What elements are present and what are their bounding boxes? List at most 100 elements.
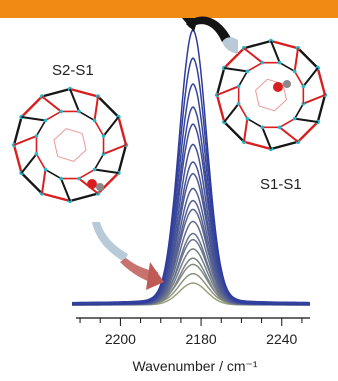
cage-back-edge bbox=[274, 99, 287, 112]
cage-back-edge bbox=[282, 83, 287, 100]
cage-edge bbox=[316, 67, 327, 96]
cage-back-edge bbox=[53, 139, 59, 157]
cage-spoke bbox=[302, 94, 326, 105]
cage-atom bbox=[43, 167, 48, 172]
x-axis-title: Wavenumber / cm⁻¹ bbox=[132, 358, 257, 374]
cage-spoke bbox=[103, 144, 127, 155]
cage-edge bbox=[20, 95, 43, 118]
cage-inner-edge bbox=[35, 153, 47, 170]
cage-inner-edge bbox=[93, 120, 105, 137]
cage-atom bbox=[34, 134, 39, 138]
top-accent-bar bbox=[0, 0, 338, 18]
spectrum-line-5 bbox=[72, 248, 310, 305]
cage-spoke bbox=[60, 178, 71, 202]
cage-edge bbox=[97, 95, 120, 118]
cage-atom bbox=[260, 125, 265, 130]
cage-atom bbox=[77, 176, 81, 181]
cage-edge bbox=[270, 140, 299, 151]
co-molecule-red bbox=[87, 179, 97, 189]
cage-edge bbox=[316, 94, 327, 123]
cage-spoke bbox=[102, 116, 120, 137]
cage-spoke bbox=[302, 67, 319, 87]
cage-inner-edge bbox=[45, 110, 62, 122]
cage-edge bbox=[69, 192, 99, 203]
cage-inner-edge bbox=[35, 120, 47, 137]
cage-spoke bbox=[13, 135, 37, 146]
spectrum-line-2 bbox=[72, 272, 310, 305]
cage-edge bbox=[69, 87, 99, 98]
cage-atom bbox=[277, 125, 282, 130]
arrow-tip bbox=[182, 18, 198, 32]
x-tick-label-2240: 2240 bbox=[266, 331, 297, 347]
cage-atom bbox=[260, 60, 265, 65]
cage-atom bbox=[101, 134, 106, 138]
cage-spoke bbox=[41, 95, 62, 113]
cage-spoke bbox=[93, 96, 99, 121]
curved-arrow-dark-head bbox=[186, 16, 232, 42]
co-molecule-grey bbox=[96, 183, 104, 191]
cage-spoke bbox=[293, 48, 299, 72]
cage-atom bbox=[245, 116, 250, 121]
cage-spoke bbox=[243, 47, 263, 64]
cage-inner-edge bbox=[237, 70, 249, 87]
co-molecule-red bbox=[273, 82, 283, 92]
cage-atom bbox=[277, 60, 282, 65]
cage-edge bbox=[41, 192, 71, 203]
cage-atom bbox=[236, 101, 241, 106]
cage-spoke bbox=[279, 126, 299, 143]
co-molecule-grey bbox=[283, 80, 291, 88]
cage-inner-edge bbox=[246, 117, 263, 129]
cage-edge bbox=[297, 121, 319, 143]
cage-spoke bbox=[20, 153, 38, 174]
x-axis: 2200 2180 2240 Wavenumber / cm⁻¹ bbox=[76, 317, 310, 374]
zeolite-cage-right bbox=[214, 38, 328, 152]
cage-spoke bbox=[243, 118, 249, 142]
cage-atom bbox=[59, 109, 63, 114]
cage-atom bbox=[59, 176, 63, 181]
cage-edge bbox=[223, 47, 245, 69]
cage-atom bbox=[77, 109, 81, 114]
cage-back-edge bbox=[66, 128, 83, 135]
x-tick-label-2180: 2180 bbox=[186, 331, 217, 347]
cage-inner-edge bbox=[93, 153, 105, 170]
spectra-curves bbox=[71, 28, 310, 306]
cage-edge bbox=[243, 39, 272, 50]
cage-inner-edge bbox=[78, 168, 95, 180]
left-cage-label: S2-S1 bbox=[52, 62, 94, 79]
cage-edge bbox=[41, 87, 71, 98]
cage-spoke bbox=[21, 116, 46, 122]
cage-spoke bbox=[216, 85, 240, 96]
cage-atom bbox=[245, 69, 250, 74]
curved-arrow-light-tail bbox=[222, 37, 238, 54]
cage-spoke bbox=[261, 126, 272, 150]
decorations bbox=[11, 16, 328, 290]
cage-spoke bbox=[41, 169, 47, 194]
cage-inner-edge bbox=[45, 168, 62, 180]
cage-back-edge bbox=[81, 133, 87, 151]
cage-spoke bbox=[94, 168, 119, 174]
cage-edge bbox=[215, 94, 226, 123]
cage-back-edge bbox=[258, 105, 275, 112]
cage-spoke bbox=[69, 88, 80, 112]
cage-back-edge bbox=[73, 149, 87, 162]
right-cage-label: S1-S1 bbox=[260, 176, 302, 193]
cage-edge bbox=[215, 67, 226, 96]
cage-inner-edge bbox=[279, 117, 296, 129]
cage-atom bbox=[236, 84, 241, 89]
lower-arrow-tip bbox=[146, 262, 164, 290]
cage-atom bbox=[301, 84, 306, 89]
cage-atom bbox=[34, 152, 39, 156]
spectrum-line-19 bbox=[72, 28, 310, 306]
cage-edge bbox=[12, 144, 23, 174]
cage-spoke bbox=[294, 117, 318, 123]
cage-edge bbox=[12, 116, 23, 146]
cage-atom bbox=[292, 69, 297, 74]
zeolite-cage-left bbox=[11, 86, 129, 204]
cage-atom bbox=[92, 167, 97, 172]
lower-arrow-light bbox=[92, 222, 128, 262]
cage-back-edge bbox=[53, 128, 67, 141]
cage-inner-edge bbox=[246, 61, 263, 73]
cage-spoke bbox=[224, 67, 248, 73]
cage-back-edge bbox=[57, 155, 74, 162]
